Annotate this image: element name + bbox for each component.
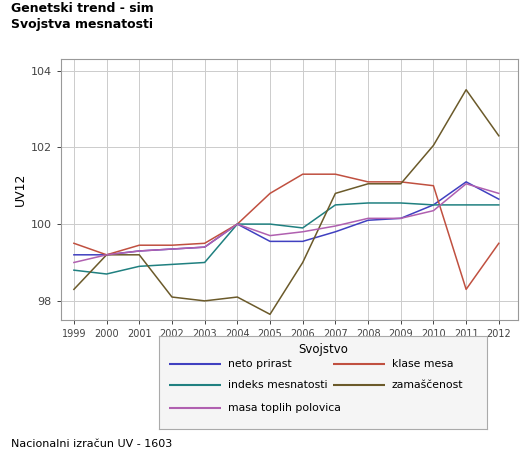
- Text: Genetski trend - sim: Genetski trend - sim: [11, 2, 153, 15]
- Text: Svojstvo: Svojstvo: [298, 343, 348, 356]
- Text: klase mesa: klase mesa: [391, 359, 453, 369]
- Text: zamaščenost: zamaščenost: [391, 380, 463, 390]
- Text: neto prirast: neto prirast: [227, 359, 291, 369]
- Text: masa toplih polovica: masa toplih polovica: [227, 403, 341, 413]
- Y-axis label: UV12: UV12: [14, 173, 26, 206]
- Text: Svojstva mesnatosti: Svojstva mesnatosti: [11, 18, 152, 31]
- Text: Nacionalni izračun UV - 1603: Nacionalni izračun UV - 1603: [11, 439, 172, 449]
- Text: indeks mesnatosti: indeks mesnatosti: [227, 380, 327, 390]
- X-axis label: Godina rođenja: Godina rođenja: [242, 343, 338, 356]
